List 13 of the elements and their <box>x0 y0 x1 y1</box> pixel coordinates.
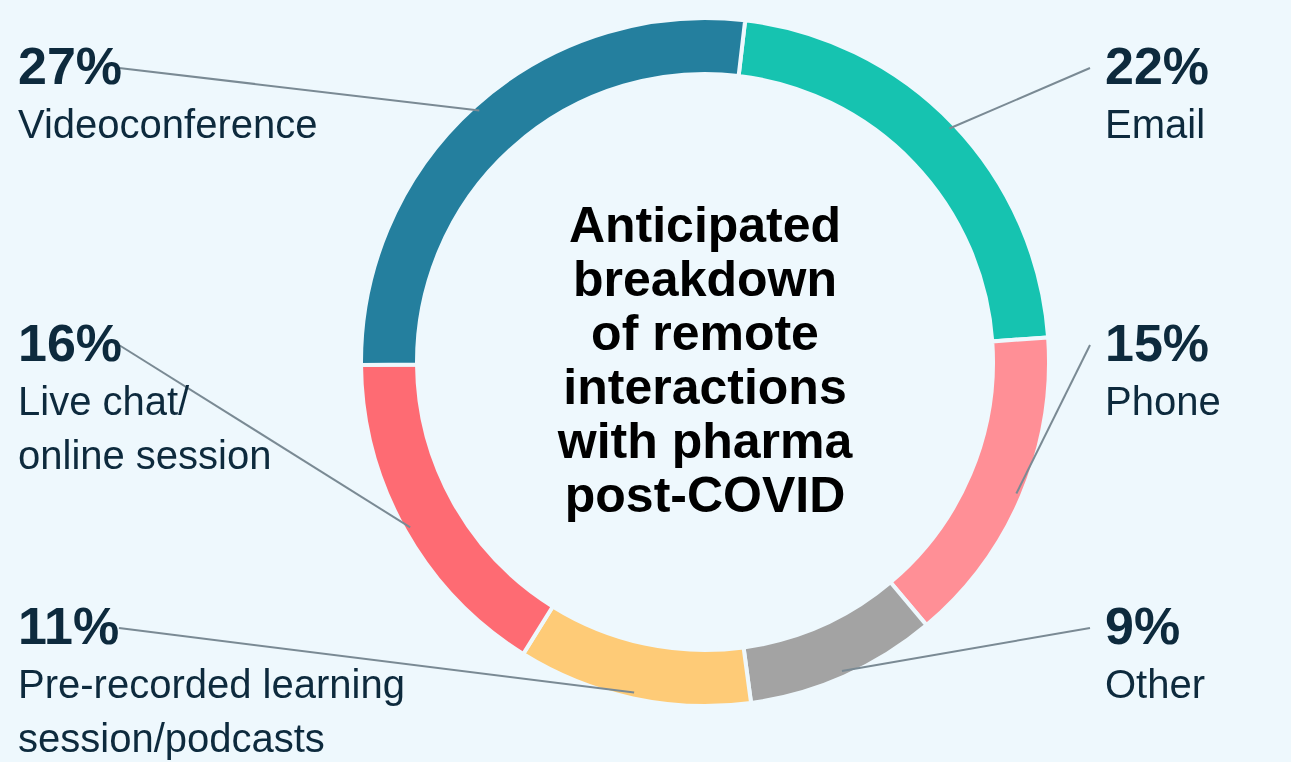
data-label: 22% <box>1105 37 1210 95</box>
slice-label: Live chat/ online session <box>18 379 272 477</box>
slice-label: Pre-recorded learning session/podcasts <box>18 662 405 760</box>
slice-label: Other <box>1105 662 1206 706</box>
data-label: 11% <box>18 597 120 655</box>
data-label: 15% <box>1105 314 1210 372</box>
data-label: 27% <box>18 37 123 95</box>
text: Anticipated breakdown of remote interactions with pharma post-COVID <box>556 197 854 523</box>
slice-label: Email <box>1105 102 1206 146</box>
slice-label: Phone <box>1105 379 1221 423</box>
data-label: 9% <box>1105 597 1181 655</box>
slice-label: Videoconference <box>18 102 318 146</box>
data-label: 16% <box>18 314 123 372</box>
